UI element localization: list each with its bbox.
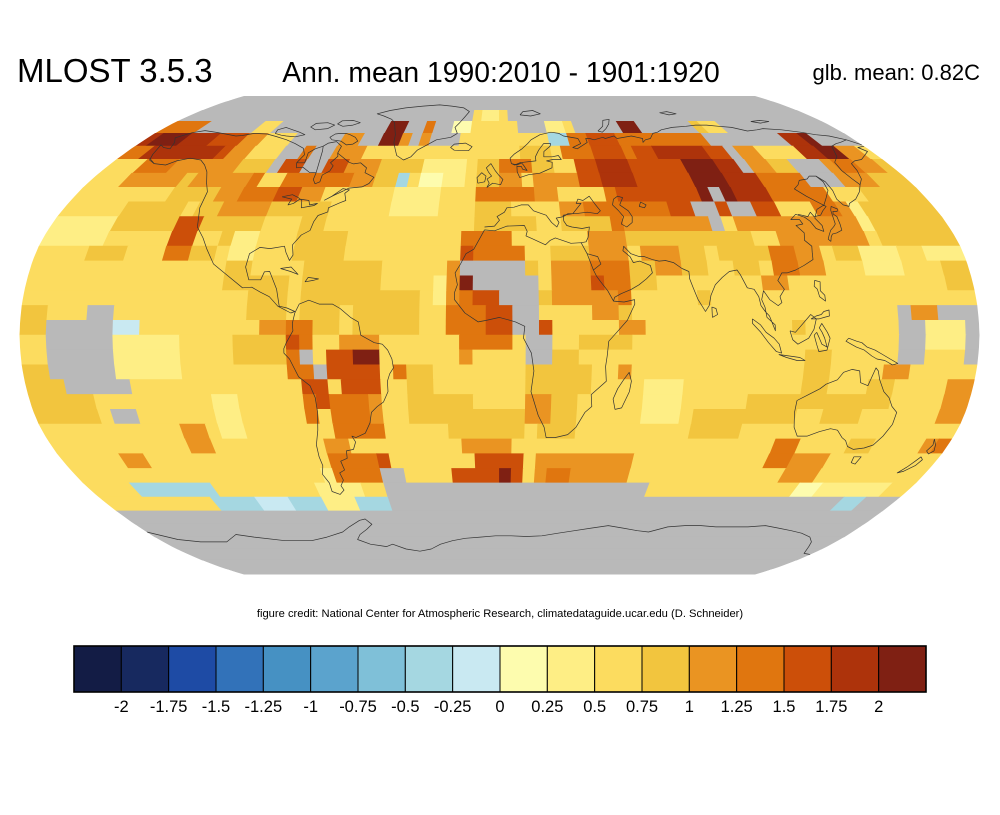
- svg-text:-1: -1: [303, 698, 318, 716]
- svg-text:1: 1: [685, 698, 694, 716]
- svg-text:-1.75: -1.75: [150, 698, 188, 716]
- svg-text:1.5: 1.5: [773, 698, 796, 716]
- svg-text:-2: -2: [114, 698, 129, 716]
- svg-text:Ann. mean 1990:2010 - 1901:192: Ann. mean 1990:2010 - 1901:1920: [282, 56, 719, 88]
- svg-text:figure credit: National Center: figure credit: National Center for Atmos…: [257, 608, 744, 620]
- svg-text:-0.25: -0.25: [434, 698, 472, 716]
- svg-text:-1.5: -1.5: [202, 698, 230, 716]
- svg-text:-0.5: -0.5: [391, 698, 419, 716]
- svg-text:1.25: 1.25: [721, 698, 753, 716]
- svg-text:MLOST 3.5.3: MLOST 3.5.3: [17, 52, 213, 89]
- svg-text:glb. mean: 0.82C: glb. mean: 0.82C: [812, 60, 980, 85]
- svg-text:0.5: 0.5: [583, 698, 606, 716]
- svg-text:1.75: 1.75: [815, 698, 847, 716]
- svg-text:0.75: 0.75: [626, 698, 658, 716]
- svg-text:-0.75: -0.75: [339, 698, 377, 716]
- svg-text:-1.25: -1.25: [245, 698, 283, 716]
- svg-text:0.25: 0.25: [531, 698, 563, 716]
- svg-text:0: 0: [495, 698, 504, 716]
- svg-text:2: 2: [874, 698, 883, 716]
